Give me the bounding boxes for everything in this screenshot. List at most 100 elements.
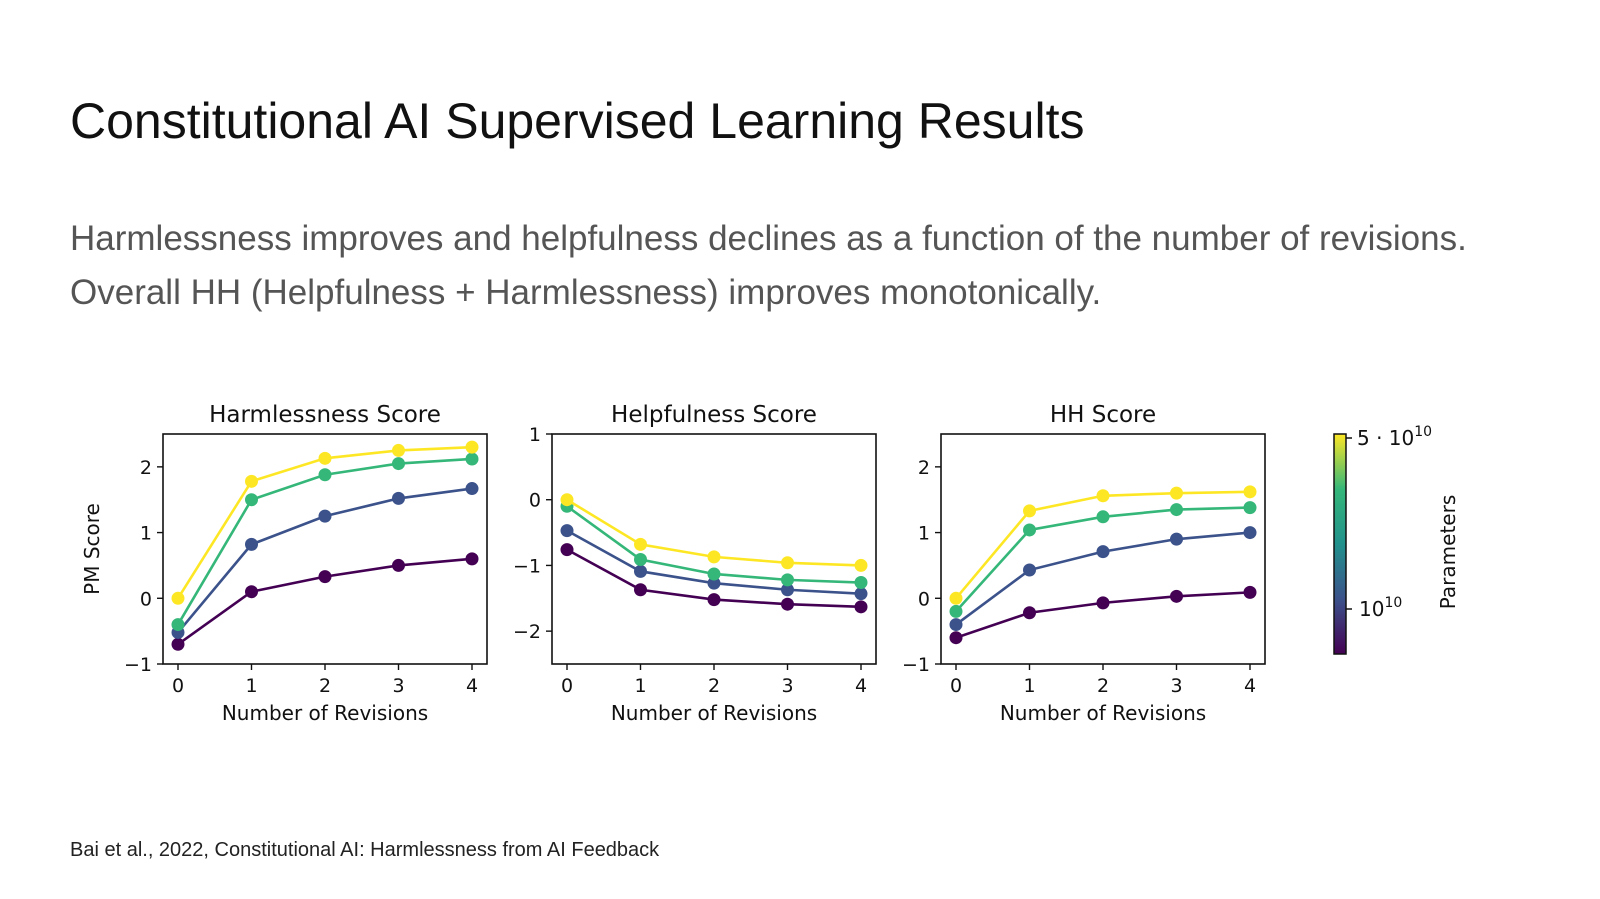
data-point [707, 550, 721, 564]
data-point [707, 567, 721, 581]
colorbar-axis-label: Parameters [1436, 495, 1460, 609]
data-point [781, 573, 794, 587]
x-tick-label: 3 [392, 675, 404, 697]
data-point [318, 570, 332, 584]
x-tick-label: 4 [855, 675, 867, 697]
data-point [854, 600, 868, 614]
y-tick-label: 2 [140, 457, 152, 479]
data-point [1243, 501, 1257, 515]
panel-title: Helpfulness Score [611, 402, 817, 428]
colorbar-mid-tick-label: 1010 [1359, 595, 1402, 621]
data-point [949, 604, 963, 618]
series-1 [171, 552, 479, 651]
y-tick-label: 1 [140, 523, 152, 545]
data-point [1096, 489, 1110, 503]
data-point [392, 457, 405, 471]
data-point [707, 593, 721, 607]
data-point [1170, 503, 1183, 517]
data-point [1023, 523, 1036, 537]
x-tick-label: 2 [319, 675, 331, 697]
y-tick-label: 2 [918, 457, 930, 479]
data-point [634, 553, 647, 567]
data-point [245, 474, 258, 488]
data-point [854, 587, 868, 601]
x-axis-label: Number of Revisions [611, 701, 817, 725]
series-2 [949, 526, 1257, 632]
data-point [949, 618, 963, 632]
citation: Bai et al., 2022, Constitutional AI: Har… [70, 839, 660, 861]
data-point [1170, 486, 1183, 500]
data-point [392, 558, 405, 572]
data-point [465, 440, 479, 454]
series-1 [560, 543, 868, 614]
x-tick-label: 2 [1097, 675, 1109, 697]
slide-title: Constitutional AI Supervised Learning Re… [70, 93, 1085, 149]
data-point [781, 597, 794, 611]
series-4 [560, 493, 868, 572]
data-point [634, 537, 647, 551]
x-axis-label: Number of Revisions [222, 701, 428, 725]
data-point [560, 493, 574, 507]
data-point [171, 618, 185, 632]
y-tick-label: 0 [140, 588, 152, 610]
x-tick-label: 0 [950, 675, 962, 697]
data-point [1023, 504, 1036, 518]
data-point [1096, 596, 1110, 610]
panel-1: Harmlessness Score 0 1 2 3 4 −1 0 1 2 Number of Re… [80, 402, 488, 725]
data-point [171, 637, 185, 651]
data-point [854, 558, 868, 572]
data-point [392, 443, 405, 457]
data-point [1023, 606, 1036, 620]
data-point [1243, 526, 1257, 540]
data-point [318, 509, 332, 523]
colorbar: 5 · 1010 1010 Parameters [1333, 424, 1460, 655]
data-point [318, 451, 332, 465]
series-4 [171, 440, 479, 605]
data-point [560, 524, 574, 538]
y-tick-label: 0 [918, 588, 930, 610]
x-tick-label: 2 [708, 675, 720, 697]
x-tick-label: 3 [781, 675, 793, 697]
y-tick-label: −1 [513, 555, 541, 577]
data-point [318, 468, 332, 482]
x-tick-label: 4 [1244, 675, 1256, 697]
panel-3: HH Score 0 1 2 3 4 −1 0 1 2 Number of Revisions [902, 402, 1266, 725]
x-tick-label: 0 [172, 675, 184, 697]
data-point [560, 543, 574, 557]
series-line [176, 457, 473, 626]
data-point [245, 493, 258, 507]
x-tick-label: 1 [634, 675, 646, 697]
series-2 [560, 524, 868, 601]
x-tick-label: 4 [466, 675, 478, 697]
y-tick-label: −2 [513, 621, 541, 643]
x-tick-label: 1 [245, 675, 257, 697]
data-point [1243, 485, 1257, 499]
colorbar-gradient [1333, 433, 1347, 655]
panel-2: Helpfulness Score 0 1 2 3 4 −2 −1 0 1 Number of Re… [513, 402, 877, 725]
data-point [1096, 510, 1110, 524]
y-tick-label: −1 [902, 654, 930, 676]
data-point [465, 482, 479, 496]
data-point [171, 591, 185, 605]
colorbar-top-tick-label: 5 · 1010 [1357, 424, 1432, 450]
data-point [634, 564, 647, 578]
data-point [1170, 532, 1183, 546]
data-point [1170, 589, 1183, 603]
y-tick-label: 1 [529, 424, 541, 446]
x-tick-label: 0 [561, 675, 573, 697]
y-axis-label: PM Score [80, 503, 104, 595]
data-point [854, 576, 868, 590]
y-tick-label: 0 [529, 490, 541, 512]
series-1 [949, 585, 1257, 645]
x-tick-label: 1 [1023, 675, 1035, 697]
data-point [634, 583, 647, 597]
series-2 [171, 482, 479, 639]
series-3 [171, 452, 479, 632]
panel-title: Harmlessness Score [209, 402, 441, 428]
data-point [949, 591, 963, 605]
x-axis-label: Number of Revisions [1000, 701, 1206, 725]
data-point [245, 585, 258, 599]
data-point [707, 576, 721, 590]
data-point [1243, 585, 1257, 599]
